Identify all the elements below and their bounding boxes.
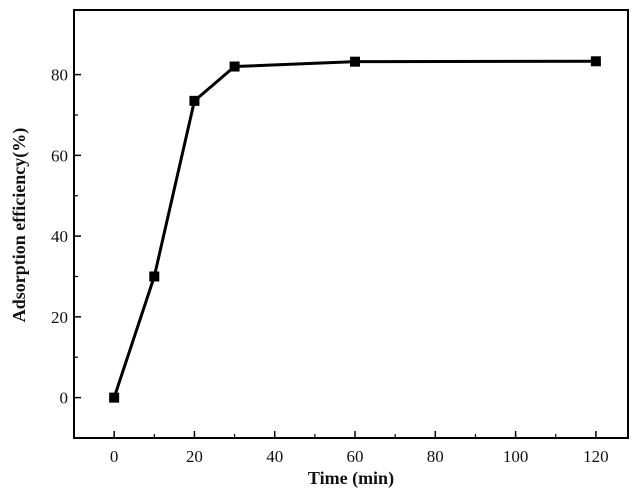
x-tick-label: 20: [186, 447, 203, 466]
x-axis-title: Time (min): [308, 468, 394, 489]
data-point: [590, 56, 601, 67]
y-tick-label: 60: [51, 146, 68, 165]
x-tick-label: 60: [347, 447, 364, 466]
y-tick-label: 40: [51, 227, 68, 246]
data-point: [350, 56, 361, 67]
x-tick-label: 40: [266, 447, 283, 466]
data-point: [189, 95, 200, 106]
data-point: [109, 392, 120, 403]
tick-labels: 0 20 40 60 80 100 120 0 20 40 60 80: [51, 66, 609, 466]
series-line: [112, 59, 596, 399]
axis-ticks: [74, 73, 597, 438]
y-tick-label: 80: [51, 66, 68, 85]
data-series: [109, 56, 601, 403]
x-tick-label: 80: [427, 447, 444, 466]
plot-frame: [73, 9, 629, 439]
x-tick-label: 120: [583, 447, 609, 466]
data-point: [149, 271, 160, 282]
x-tick-label: 100: [503, 447, 529, 466]
y-tick-label: 20: [51, 308, 68, 327]
y-axis-title: Adsorption efficiency(%): [9, 128, 30, 322]
x-tick-label: 0: [110, 447, 119, 466]
y-tick-label: 0: [60, 389, 69, 408]
data-point: [229, 61, 240, 72]
